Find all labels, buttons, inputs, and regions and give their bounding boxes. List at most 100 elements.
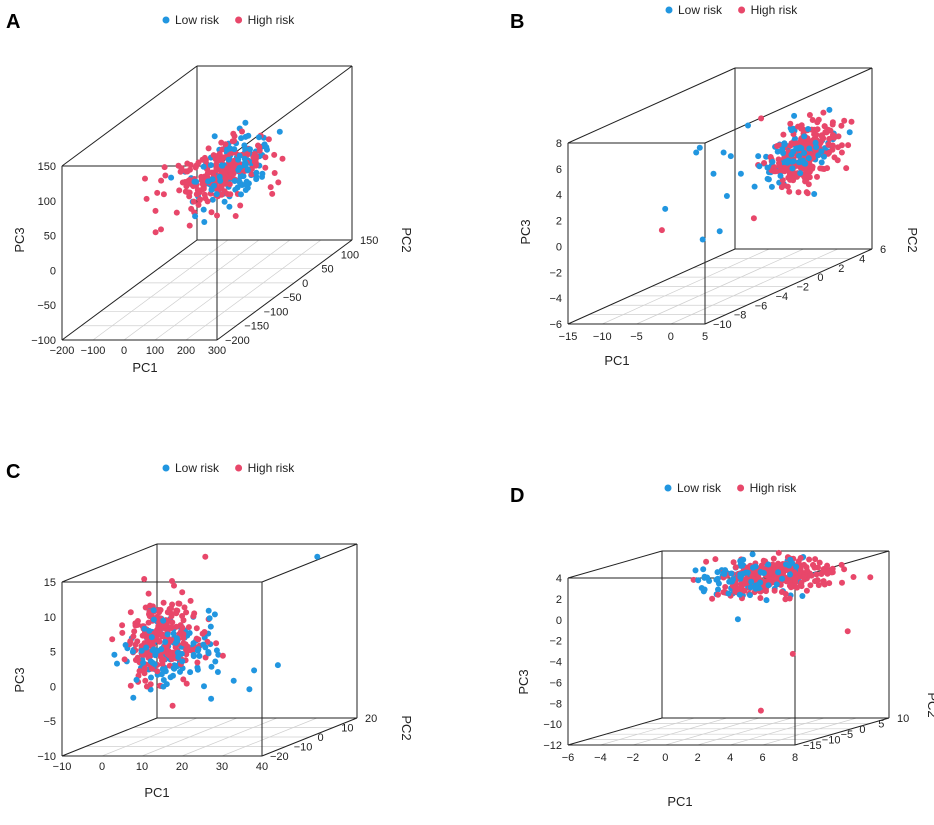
- y-tick-label: −4: [776, 291, 789, 303]
- point-high-risk: [848, 118, 855, 125]
- legend: Low risk High risk: [665, 3, 799, 17]
- point-low-risk: [695, 577, 702, 584]
- point-high-risk: [164, 651, 171, 658]
- point-high-risk: [780, 182, 787, 189]
- point-high-risk: [776, 163, 783, 170]
- panel-letter: C: [6, 461, 20, 483]
- point-high-risk: [824, 165, 831, 172]
- points: [109, 553, 321, 709]
- legend-label-high-risk: High risk: [751, 3, 799, 17]
- grid-line-x: [154, 239, 291, 341]
- box-edge: [216, 239, 353, 341]
- point-low-risk: [821, 153, 827, 160]
- z-tick-label: 2: [556, 216, 562, 228]
- point-high-risk: [214, 212, 220, 219]
- point-high-risk: [182, 641, 189, 648]
- x-tick-label: 30: [216, 761, 228, 773]
- point-high-risk: [219, 146, 226, 153]
- point-low-risk: [777, 172, 784, 179]
- grid-line-x: [92, 239, 229, 341]
- point-high-risk: [213, 161, 220, 168]
- point-high-risk: [782, 164, 789, 171]
- box-edge: [704, 67, 873, 144]
- floor-grid: [567, 248, 873, 325]
- x-tick-label: −15: [559, 331, 578, 343]
- point-low-risk: [752, 563, 759, 570]
- x-tick-label: −10: [593, 331, 612, 343]
- point-low-risk: [168, 174, 175, 181]
- point-high-risk: [838, 561, 845, 568]
- point-high-risk: [741, 587, 748, 594]
- point-low-risk: [785, 157, 792, 164]
- point-high-risk: [168, 613, 175, 620]
- x-tick-label: 2: [695, 752, 701, 764]
- point-high-risk: [219, 652, 226, 659]
- y-tick-label: 50: [321, 264, 333, 276]
- point-high-risk: [136, 668, 143, 674]
- point-high-risk: [127, 682, 134, 689]
- point-high-risk: [195, 636, 202, 643]
- point-high-risk: [201, 629, 208, 635]
- y-tick-label: 150: [360, 235, 378, 247]
- point-low-risk: [793, 563, 800, 570]
- box-edge: [261, 717, 358, 757]
- x-tick-label: −10: [53, 761, 72, 773]
- legend-marker-high-risk: [235, 16, 243, 24]
- box-edge: [61, 717, 158, 757]
- point-high-risk: [152, 229, 159, 236]
- legend-marker-high-risk: [738, 6, 746, 14]
- y-tick-label: −10: [713, 319, 732, 331]
- point-high-risk: [198, 173, 205, 180]
- point-high-risk: [183, 680, 190, 687]
- y-tick-label: 100: [341, 249, 359, 261]
- point-low-risk: [207, 162, 214, 169]
- point-high-risk: [142, 175, 148, 182]
- point-high-risk: [185, 624, 192, 631]
- point-low-risk: [219, 162, 226, 169]
- y-tick-label: 4: [859, 253, 865, 265]
- point-low-risk: [811, 191, 818, 197]
- box-edge: [61, 65, 198, 167]
- point-low-risk: [253, 169, 260, 176]
- point-high-risk: [168, 625, 174, 631]
- point-high-risk: [184, 160, 191, 167]
- point-high-risk: [248, 171, 255, 178]
- point-low-risk: [221, 198, 228, 205]
- point-high-risk: [786, 188, 793, 195]
- z-tick-label: 100: [38, 196, 56, 208]
- point-high-risk: [795, 189, 802, 196]
- point-high-risk: [134, 618, 141, 624]
- point-high-risk: [141, 670, 148, 677]
- point-high-risk: [771, 587, 778, 594]
- point-high-risk: [850, 574, 857, 580]
- point-high-risk: [232, 213, 239, 219]
- legend-label-high-risk: High risk: [248, 13, 296, 27]
- z-tick-label: −5: [43, 716, 56, 728]
- point-low-risk: [242, 145, 249, 152]
- point-high-risk: [180, 676, 187, 683]
- point-high-risk: [134, 638, 141, 645]
- panel-d: D Low risk High risk−6 −4 −2 0 2 4 6 8−15 −10 −5 0 5 1…: [510, 481, 934, 809]
- point-low-risk: [143, 644, 150, 651]
- box-frame: [567, 67, 873, 325]
- point-high-risk: [156, 630, 163, 637]
- point-low-risk: [148, 634, 155, 641]
- y-tick-label: −15: [803, 740, 822, 752]
- point-low-risk: [242, 161, 249, 168]
- point-low-risk: [805, 126, 812, 132]
- point-low-risk: [212, 658, 219, 665]
- point-high-risk: [825, 126, 832, 133]
- point-low-risk: [788, 127, 795, 134]
- z-tick-label: 4: [556, 190, 562, 202]
- legend-marker-low-risk: [665, 6, 673, 14]
- point-high-risk: [801, 166, 808, 173]
- point-low-risk: [190, 653, 197, 660]
- y-tick-label: −100: [264, 306, 289, 318]
- point-high-risk: [732, 564, 739, 571]
- point-high-risk: [131, 628, 138, 635]
- point-high-risk: [797, 555, 804, 561]
- point-high-risk: [798, 122, 805, 129]
- point-low-risk: [170, 630, 177, 637]
- point-high-risk: [778, 168, 785, 175]
- x-tick-label: 200: [177, 345, 195, 357]
